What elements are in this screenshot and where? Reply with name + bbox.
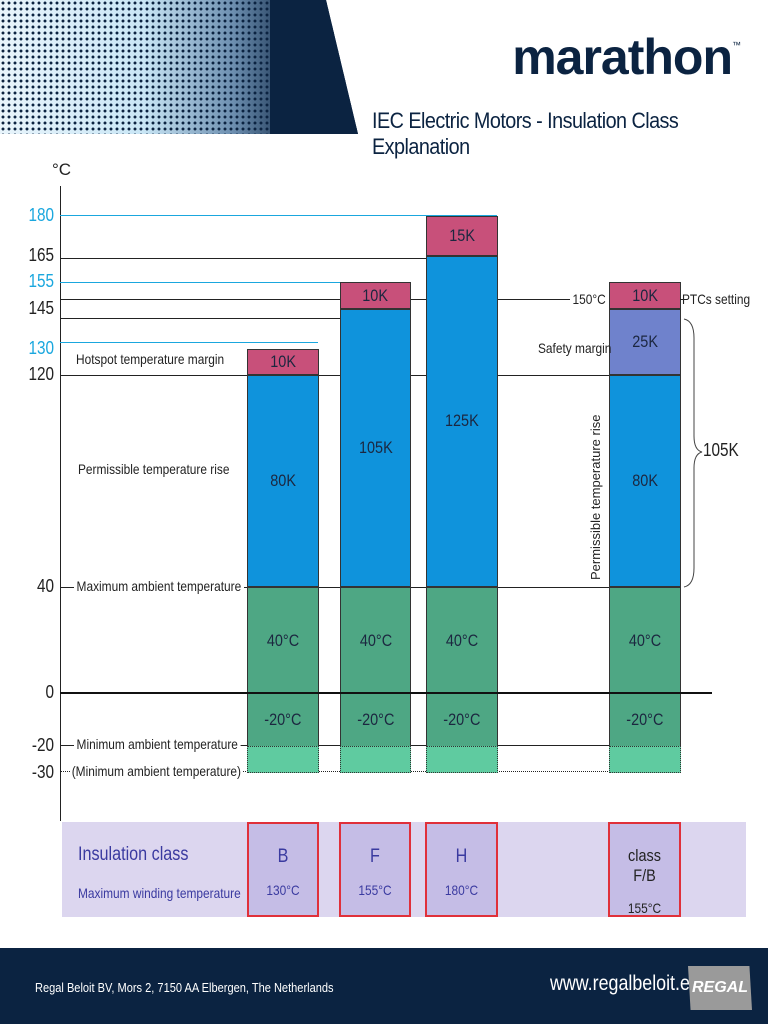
y-tick-label: 0 [45, 682, 54, 702]
y-tick-label: 180 [28, 205, 54, 225]
bar-segment-ambient: 40°C [426, 587, 498, 693]
bar-segment-hotspot: 10K [340, 282, 411, 309]
page-title: IEC Electric Motors - Insulation Class E… [372, 108, 679, 159]
class-box-b: B 130°C [247, 822, 319, 917]
segment-label: -20°C [626, 709, 664, 729]
segment-label: 40°C [628, 630, 662, 650]
class-box-fb: class F/B 155°C [608, 822, 681, 917]
bar-segment-ambient: -20°C [609, 693, 681, 746]
footer-address: Regal Beloit BV, Mors 2, 7150 AA Elberge… [35, 980, 334, 995]
bar-segment-hotspot: 10K [609, 282, 681, 309]
class-box-f: F 155°C [339, 822, 411, 917]
y-tick-label: 130 [28, 337, 54, 358]
rise-label: Permissible temperature rise [78, 461, 230, 477]
bar-segment-rise: 105K [340, 308, 411, 587]
bar-segment-ambient: -20°C [426, 693, 498, 746]
ref-line-165 [60, 258, 426, 259]
ref-line-145 [60, 318, 340, 319]
zero-line [60, 692, 712, 694]
bar-segment-ambient: -20°C [247, 693, 319, 746]
segment-label: -20°C [356, 709, 395, 729]
bar-segment-hotspot: 10K [247, 348, 319, 375]
bar-segment-ambient: 40°C [247, 587, 319, 693]
ptc-temp-label: 150°C [570, 291, 609, 307]
segment-label: 80K [270, 471, 296, 490]
bar-segment-rise: 80K [247, 375, 319, 587]
ref-line-155 [60, 282, 410, 283]
ref-line-minus20 [60, 745, 610, 746]
max-ambient-label: Maximum ambient temperature [74, 578, 244, 594]
website-link[interactable]: www.regalbeloit.eu [550, 972, 700, 995]
segment-label: 105K [358, 437, 393, 457]
segment-label: 10K [270, 351, 296, 371]
brace-total-label: 105K [703, 440, 739, 460]
ref-line-180 [60, 215, 497, 216]
ref-line-130 [60, 342, 318, 343]
ref-line-40 [60, 587, 610, 588]
insulation-class-label: Insulation class [78, 844, 189, 865]
safety-margin-label: Safety margin [538, 340, 612, 356]
bar-segment-rise: 80K [609, 375, 681, 587]
ptc-label: PTCs setting [682, 291, 751, 307]
regal-logo: REGAL [688, 966, 752, 1010]
bar-segment-rise: 125K [426, 255, 498, 587]
max-winding-temp-label: Maximum winding temperature [78, 885, 241, 901]
ptc-tick [680, 299, 684, 300]
bar-segment-min_ambient_ext [340, 746, 411, 773]
bar-segment-min_ambient_ext [609, 746, 681, 773]
min-ambient-label: Minimum ambient temperature [74, 736, 241, 752]
segment-label: 15K [449, 225, 475, 245]
y-tick-label: 155 [28, 271, 54, 292]
ref-line-minus30 [60, 771, 610, 772]
segment-label: 10K [362, 285, 389, 305]
segment-label: -20°C [264, 709, 302, 729]
segment-label: 80K [632, 471, 658, 490]
header-band [270, 0, 358, 134]
segment-label: 25K [632, 331, 658, 351]
ref-line-150 [60, 299, 570, 300]
y-tick-label: 40 [36, 576, 54, 596]
rise-vertical-label: Permissible temperature rise [588, 414, 603, 580]
segment-label: 10K [632, 285, 658, 305]
class-box-h: H 180°C [425, 822, 498, 917]
min-ambient-ext-label: (Minimum ambient temperature) [70, 763, 243, 779]
y-tick-label: 165 [28, 244, 54, 265]
hotspot-label: Hotspot temperature margin [76, 351, 228, 367]
segment-label: 40°C [445, 630, 479, 650]
bar-segment-min_ambient_ext [426, 746, 498, 773]
bar-segment-ambient: 40°C [340, 587, 411, 693]
y-tick-label: 120 [28, 364, 54, 384]
y-tick-label: -30 [31, 761, 54, 782]
y-tick-label: -20 [31, 735, 54, 755]
y-tick-label: 145 [28, 297, 54, 318]
bar-segment-hotspot: 15K [426, 216, 498, 256]
bar-segment-ambient: 40°C [609, 587, 681, 693]
bar-segment-safety: 25K [609, 308, 681, 375]
segment-label: 40°C [359, 630, 392, 650]
brace-icon [683, 318, 703, 588]
segment-label: -20°C [443, 709, 481, 729]
bar-segment-min_ambient_ext [247, 746, 319, 773]
footer [0, 948, 768, 1024]
y-axis-label: °C [52, 160, 72, 179]
y-axis [60, 186, 61, 821]
bar-segment-ambient: -20°C [340, 693, 411, 746]
segment-label: 125K [445, 411, 479, 431]
segment-label: 40°C [266, 630, 300, 650]
marathon-logo: marathon™ [512, 29, 741, 85]
ref-line-120 [60, 375, 610, 376]
